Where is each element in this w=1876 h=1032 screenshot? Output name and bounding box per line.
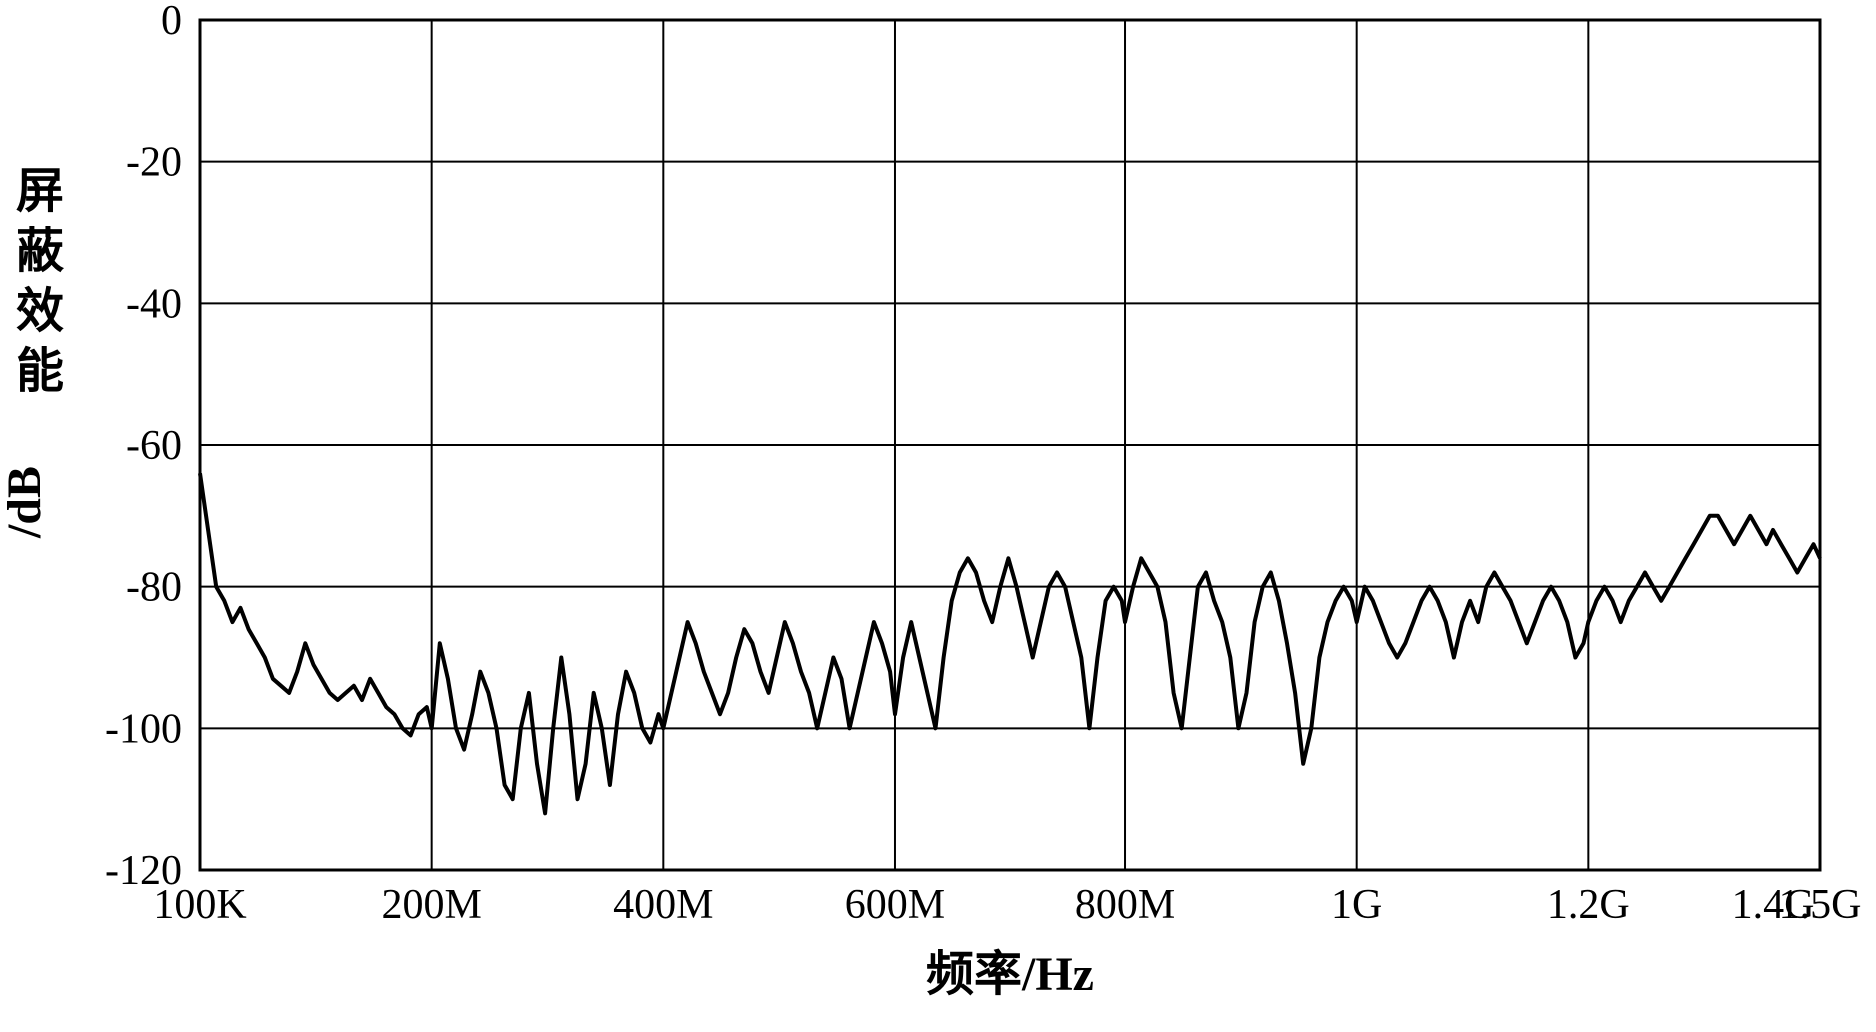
- y-tick-label: -80: [126, 565, 182, 611]
- svg-text:屏: 屏: [16, 165, 64, 218]
- svg-text:能: 能: [16, 345, 64, 398]
- y-tick-label: -20: [126, 140, 182, 186]
- x-tick-label: 1.2G: [1547, 882, 1630, 928]
- x-tick-label: 1.5G: [1779, 882, 1862, 928]
- y-tick-label: 0: [161, 0, 182, 44]
- x-tick-label: 200M: [381, 882, 481, 928]
- chart-container: 0-20-40-60-80-100-120100K200M400M600M800…: [0, 0, 1876, 1032]
- x-axis-label: 频率/Hz: [926, 948, 1094, 1001]
- chart-svg: 0-20-40-60-80-100-120100K200M400M600M800…: [0, 0, 1876, 1032]
- x-tick-label: 600M: [845, 882, 945, 928]
- x-tick-label: 100K: [153, 882, 246, 928]
- x-tick-label: 400M: [613, 882, 713, 928]
- svg-text:蔽: 蔽: [16, 225, 65, 278]
- svg-text:/dB: /dB: [0, 466, 51, 539]
- svg-text:效: 效: [16, 285, 64, 338]
- x-tick-label: 1G: [1331, 882, 1382, 928]
- y-tick-label: -60: [126, 423, 182, 469]
- y-tick-label: -100: [105, 706, 182, 752]
- x-tick-label: 800M: [1075, 882, 1175, 928]
- y-tick-label: -40: [126, 281, 182, 327]
